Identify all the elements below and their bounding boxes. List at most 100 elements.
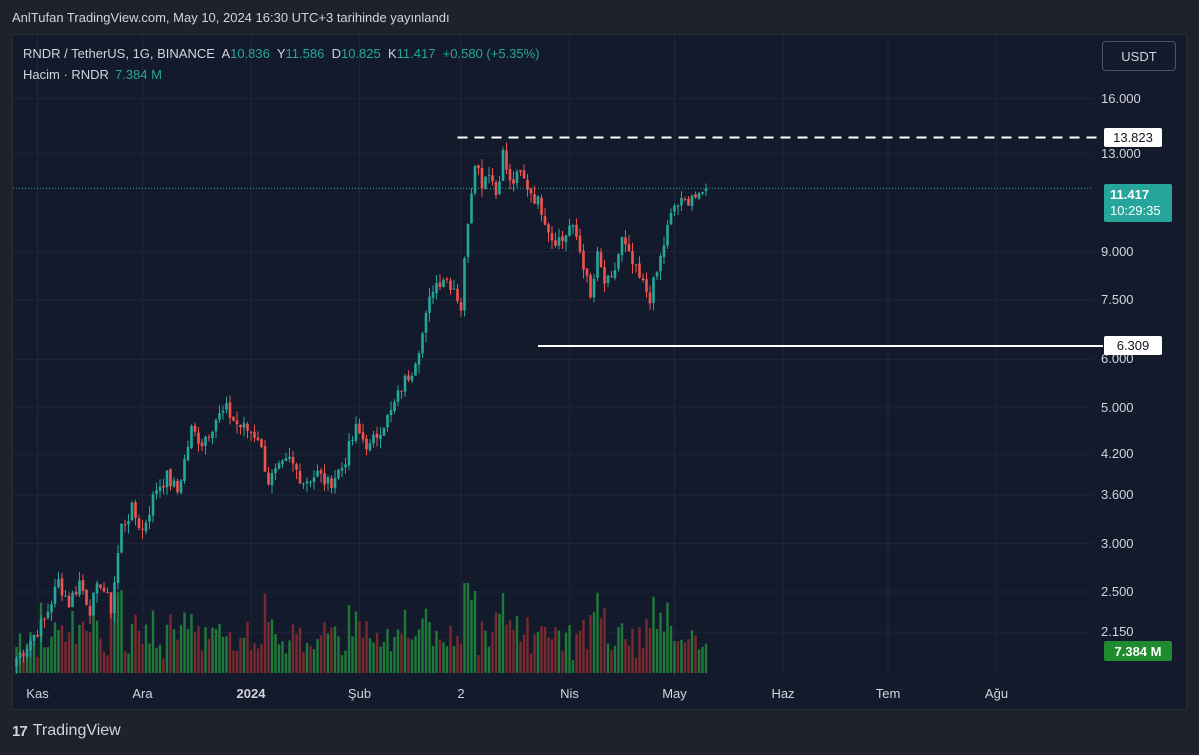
- candle-body: [393, 402, 396, 412]
- candle-body: [260, 439, 263, 447]
- candle-body: [452, 288, 456, 290]
- volume-bar: [137, 630, 141, 673]
- candle-body: [190, 425, 193, 449]
- volume-bar: [81, 621, 85, 673]
- volume-bar: [158, 644, 162, 673]
- volume-bar: [337, 636, 340, 673]
- volume-bar: [204, 627, 207, 673]
- tradingview-footer[interactable]: 17 TradingView: [12, 722, 121, 740]
- candle-body: [379, 434, 382, 440]
- y-tick-label: 9.000: [1101, 243, 1134, 259]
- candle-body: [526, 179, 529, 190]
- volume-bar: [169, 614, 172, 673]
- candle-body: [519, 170, 522, 172]
- candle-body: [239, 424, 242, 428]
- volume-bar: [487, 646, 491, 673]
- volume-bar: [617, 627, 620, 673]
- candle-body: [281, 460, 284, 465]
- candle-body: [694, 194, 697, 198]
- candle-body: [676, 205, 680, 207]
- volume-bar: [389, 651, 393, 673]
- candle-body: [610, 276, 613, 278]
- volume-bar: [627, 645, 631, 673]
- volume-bar: [410, 639, 414, 673]
- candle-body: [498, 181, 501, 194]
- volume-bar: [606, 643, 610, 673]
- candle-body: [29, 640, 32, 651]
- candle-body: [39, 619, 43, 637]
- volume-bar: [134, 614, 137, 673]
- volume-bar: [662, 631, 666, 673]
- y-tick-label: 4.200: [1101, 446, 1134, 462]
- candle-body: [631, 251, 634, 265]
- volume-bar: [480, 621, 484, 673]
- x-tick-label: Ağu: [984, 686, 1009, 701]
- support-price-label: 6.309: [1104, 336, 1162, 356]
- close-value: 11.417: [396, 46, 436, 61]
- volume-bar: [466, 583, 470, 673]
- symbol-label[interactable]: RNDR / TetherUS, 1G, BINANCE: [23, 46, 215, 61]
- candle-body: [165, 470, 169, 488]
- volume-bar: [655, 628, 659, 673]
- volume-bar: [74, 643, 78, 673]
- volume-value: 7.384 M: [114, 67, 162, 82]
- candle-body: [575, 224, 578, 237]
- y-tick-label: 6.000: [1101, 351, 1134, 367]
- volume-bar: [599, 618, 603, 673]
- candle-body: [46, 611, 50, 618]
- candle-body: [652, 277, 655, 303]
- volume-bar: [571, 660, 575, 673]
- candle-body: [263, 446, 267, 472]
- volume-label[interactable]: Hacim · RNDR: [23, 67, 109, 82]
- change-value: +0.580 (+5.35%): [442, 46, 540, 61]
- chart-panel[interactable]: RNDR / TetherUS, 1G, BINANCE A10.836 Y11…: [12, 34, 1187, 710]
- candle-body: [596, 251, 599, 278]
- candle-body: [43, 618, 46, 620]
- candle-body: [361, 432, 365, 440]
- candle-body: [88, 606, 92, 616]
- candle-body: [148, 514, 151, 522]
- volume-bar: [634, 657, 638, 673]
- volume-bar: [207, 638, 211, 673]
- candlestick-chart[interactable]: [13, 35, 1187, 710]
- volume-bar: [106, 655, 109, 673]
- candle-body: [246, 423, 249, 431]
- candle-body: [235, 420, 239, 425]
- candle-body: [533, 194, 536, 204]
- volume-bar: [613, 645, 617, 673]
- volume-bar: [414, 636, 417, 673]
- bar-countdown: 10:29:35: [1110, 203, 1161, 218]
- candle-body: [564, 235, 568, 243]
- volume-bar: [428, 622, 431, 673]
- candle-body: [666, 224, 669, 246]
- candle-body: [291, 456, 295, 464]
- volume-bar: [218, 624, 221, 673]
- volume-bar: [452, 646, 456, 673]
- volume-bar: [267, 622, 270, 673]
- volume-bar: [515, 615, 519, 673]
- volume-bar: [197, 626, 200, 673]
- currency-button[interactable]: USDT: [1102, 41, 1176, 71]
- candle-body: [60, 578, 64, 596]
- candle-body: [71, 593, 74, 608]
- candle-body: [295, 464, 298, 470]
- volume-bar: [305, 642, 309, 673]
- volume-bar: [610, 649, 613, 673]
- candle-body: [585, 268, 589, 276]
- candle-body: [592, 278, 596, 298]
- close-key: K: [387, 46, 397, 61]
- volume-bar: [445, 646, 449, 673]
- brand-name: TradingView: [32, 722, 121, 739]
- volume-bar: [127, 653, 130, 673]
- candle-body: [382, 428, 386, 436]
- candle-body: [477, 165, 480, 168]
- candle-body: [15, 658, 18, 667]
- volume-bar: [291, 624, 295, 673]
- volume-bar: [123, 651, 127, 673]
- volume-bar: [540, 625, 543, 673]
- volume-bar: [109, 610, 113, 673]
- candle-body: [302, 483, 305, 485]
- candle-body: [225, 403, 228, 410]
- volume-bar: [561, 650, 564, 673]
- volume-bar: [340, 655, 344, 673]
